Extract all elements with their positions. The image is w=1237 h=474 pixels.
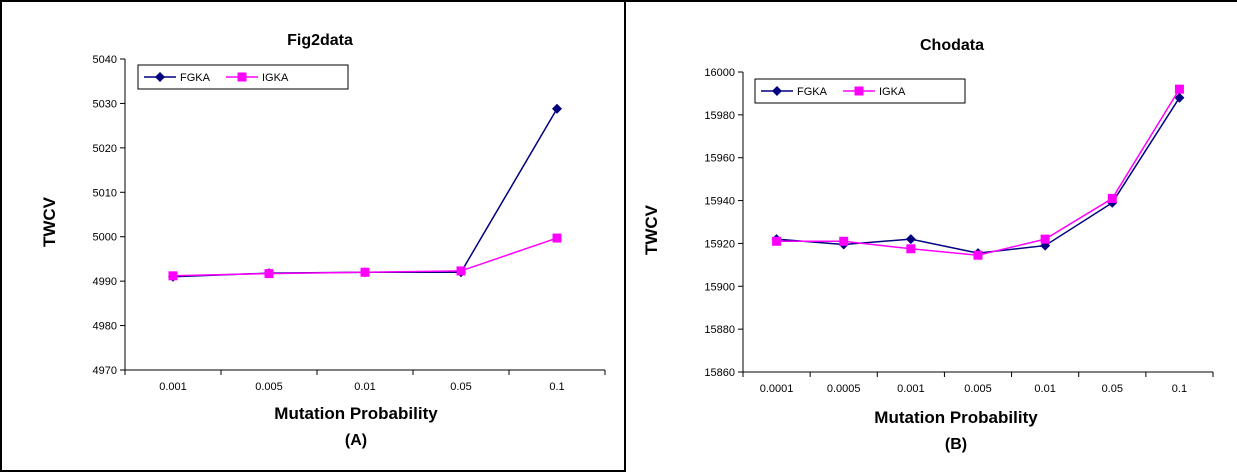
data-point-igka	[839, 236, 849, 246]
y-tick-label: 15920	[704, 238, 735, 250]
data-point-igka	[456, 266, 466, 276]
legend-label-fgka: FGKA	[180, 72, 211, 84]
x-tick-label: 0.05	[1102, 383, 1123, 395]
legend-marker-igka	[237, 72, 247, 82]
data-point-fgka	[1174, 92, 1185, 103]
legend-marker-igka	[854, 86, 864, 96]
data-point-igka	[906, 244, 916, 254]
y-tick-label: 15940	[704, 196, 735, 208]
y-tick-label: 4990	[93, 276, 117, 288]
chart-a-svg: Fig2data Mutation Probability (A) TWCV 4970 4…	[40, 32, 606, 449]
y-tick-label: 15880	[704, 324, 735, 336]
x-tick-label: 0.0001	[760, 383, 794, 395]
x-tick-label: 0.0005	[827, 383, 861, 395]
legend-marker-fgka	[155, 72, 165, 82]
legend-label-igka: IGKA	[879, 86, 906, 98]
x-tick-label: 0.005	[255, 381, 283, 393]
panel-label: (A)	[345, 432, 367, 449]
x-tick-label: 0.05	[450, 381, 471, 393]
data-point-fgka	[552, 103, 562, 114]
chart-panel-a: Fig2data Mutation Probability (A) TWCV 4970 4…	[0, 0, 626, 472]
series-line-fgka	[172, 108, 558, 278]
chart-title: Fig2data	[287, 32, 353, 49]
x-tick-label: 0.005	[964, 383, 992, 395]
legend: FGKA IGKA	[137, 64, 349, 90]
x-tick-label: 0.01	[354, 381, 375, 393]
legend-label-fgka: FGKA	[797, 86, 828, 98]
panel-label: (B)	[945, 436, 967, 453]
y-tick-label: 15960	[704, 153, 735, 165]
chart-title: Chodata	[920, 37, 984, 54]
x-axis-title: Mutation Probability	[274, 404, 438, 423]
x-tick-label: 0.001	[159, 381, 187, 393]
y-tick-label: 4980	[93, 321, 117, 333]
x-tick-label: 0.1	[549, 381, 564, 393]
legend-label-igka: IGKA	[262, 72, 289, 84]
data-point-igka	[552, 233, 562, 243]
data-point-igka	[168, 271, 178, 281]
x-tick-label: 0.1	[1172, 383, 1187, 395]
y-tick-label: 5030	[93, 98, 117, 110]
y-tick-label: 16000	[704, 67, 735, 79]
chart-panel-b: Chodata Mutation Probability (B) TWCV 15860 1…	[626, 0, 1237, 472]
x-tick-label: 0.01	[1034, 383, 1055, 395]
data-point-igka	[1040, 234, 1050, 244]
chart-b-svg: Chodata Mutation Probability (B) TWCV 15860 1…	[642, 37, 1214, 453]
data-point-igka	[1174, 84, 1184, 94]
y-tick-label: 4970	[93, 365, 117, 377]
series-line-fgka	[776, 97, 1181, 254]
x-tick-label: 0.001	[897, 383, 925, 395]
y-axis-title: TWCV	[40, 196, 59, 247]
y-tick-label: 15900	[704, 281, 735, 293]
y-tick-label: 5010	[93, 187, 117, 199]
data-point-fgka	[905, 234, 916, 245]
data-point-igka	[772, 236, 782, 246]
data-point-igka	[1107, 193, 1117, 203]
y-tick-label: 5040	[93, 54, 117, 66]
series-line-igka	[776, 88, 1181, 256]
x-axis-title: Mutation Probability	[874, 408, 1038, 427]
y-tick-label: 5000	[93, 232, 117, 244]
y-tick-label: 15860	[704, 367, 735, 379]
legend: FGKA IGKA	[754, 78, 966, 104]
data-point-igka	[264, 269, 274, 279]
y-tick-label: 15980	[704, 110, 735, 122]
legend-marker-fgka	[772, 86, 782, 96]
y-axis-title: TWCV	[642, 204, 661, 255]
y-tick-label: 5020	[93, 143, 117, 155]
data-point-igka	[973, 250, 983, 260]
data-point-igka	[360, 267, 370, 277]
